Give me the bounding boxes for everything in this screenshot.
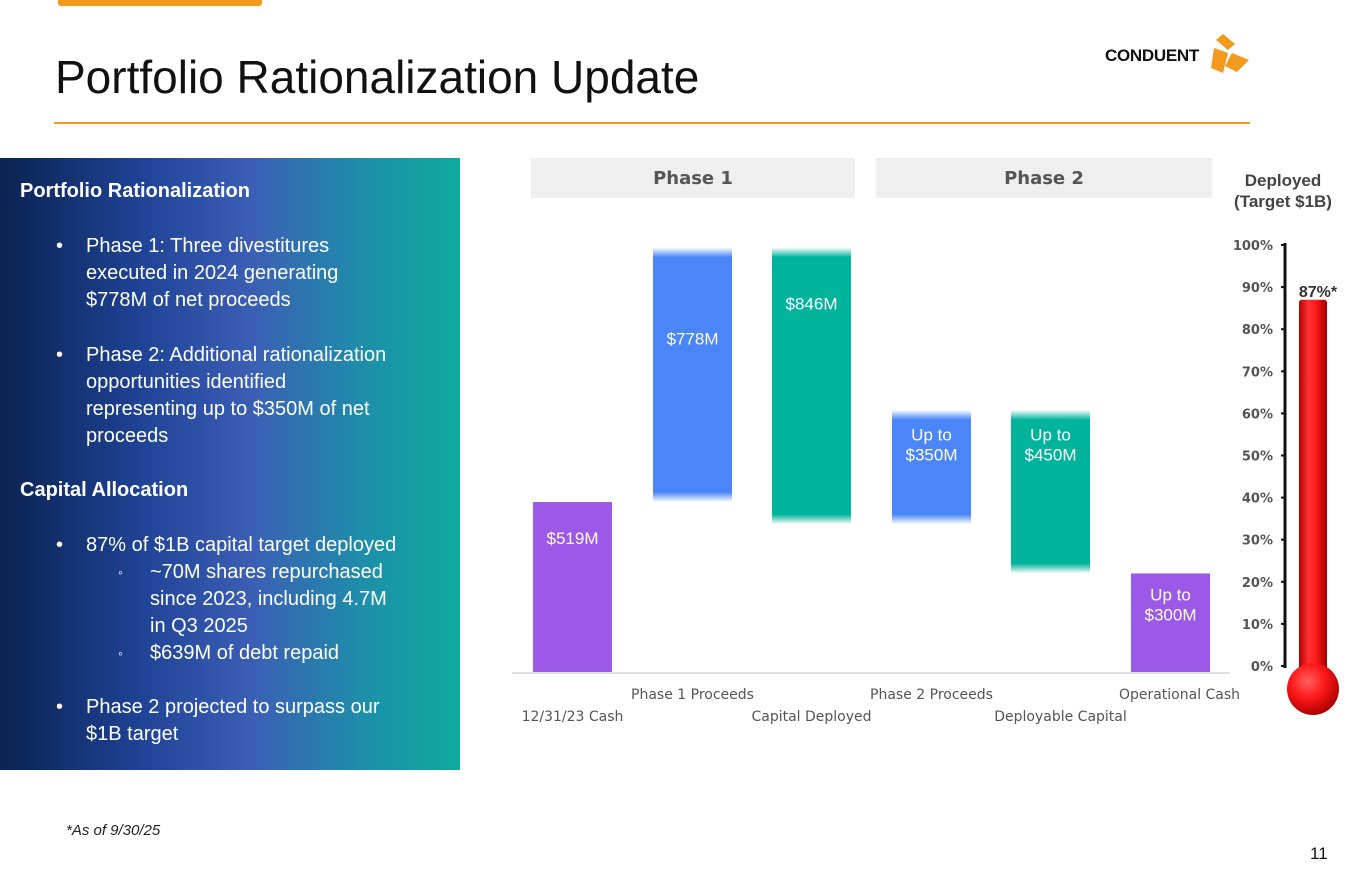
bar-value-label: $846M — [786, 294, 838, 313]
debt-line: $639M of debt repaid — [150, 642, 340, 664]
footnote: *As of 9/30/25 — [66, 822, 161, 839]
thermometer-tick-label: 70% — [1242, 365, 1273, 380]
conduent-logo: CONDUENT — [1105, 34, 1255, 76]
thermometer-tick-label: 100% — [1233, 239, 1273, 254]
category-label: Operational Cash — [1119, 687, 1240, 703]
phase2-line: proceeds — [86, 425, 169, 447]
sub-bullet-icon: ◦ — [118, 564, 123, 580]
top-accent-bar — [58, 0, 262, 6]
shares-line: ~70M shares repurchased — [150, 561, 383, 583]
bar-value-label: Up to $350M — [906, 426, 958, 465]
phase1-line: Phase 1: Three divestitures — [86, 235, 330, 257]
waterfall-bar — [1131, 573, 1210, 672]
phase1-line: executed in 2024 generating — [86, 262, 339, 284]
thermometer-bulb — [1287, 663, 1339, 715]
thermometer-tick-label: 0% — [1251, 660, 1273, 675]
target-line: $1B target — [86, 723, 179, 745]
phase1-line: $778M of net proceeds — [86, 289, 291, 311]
capital-heading: Capital Allocation — [20, 479, 189, 501]
thermometer-fill — [1299, 299, 1327, 690]
summary-panel: Portfolio Rationalization • Phase 1: Thr… — [0, 158, 460, 770]
thermometer-tick-label: 60% — [1242, 407, 1273, 422]
waterfall-bar — [653, 247, 732, 503]
thermometer-tick-label: 30% — [1242, 534, 1273, 549]
thermometer-title: Deployed (Target $1B) — [1234, 171, 1332, 211]
category-label: Phase 2 Proceeds — [870, 687, 993, 703]
shares-line: since 2023, including 4.7M — [150, 588, 387, 610]
logo-text: CONDUENT — [1105, 46, 1199, 65]
bar-value-label: Up to $450M — [1025, 426, 1077, 465]
title-divider — [54, 122, 1250, 124]
bullet-icon: • — [56, 344, 64, 366]
thermometer-tick-label: 20% — [1242, 576, 1273, 591]
bullet-icon: • — [56, 696, 64, 718]
page-number: 11 — [1310, 844, 1328, 863]
waterfall-bar — [1011, 409, 1090, 574]
waterfall-bar — [892, 409, 971, 525]
category-label: 12/31/23 Cash — [522, 709, 624, 725]
thermometer-tick-label: 40% — [1242, 492, 1273, 507]
bar-value-label: Up to $300M — [1145, 585, 1197, 624]
thermometer-value-label: 87%* — [1299, 284, 1338, 301]
phase-header-label: Phase 2 — [1004, 168, 1084, 189]
phase-header-label: Phase 1 — [653, 168, 733, 189]
bullet-icon: • — [56, 534, 64, 556]
thermometer-tick-label: 10% — [1242, 618, 1273, 633]
waterfall-bar — [772, 247, 851, 525]
phase-header-box — [531, 158, 855, 198]
target-line: Phase 2 projected to surpass our — [86, 696, 380, 718]
thermometer-tick-label: 80% — [1242, 323, 1273, 338]
capital-line: 87% of $1B capital target deployed — [86, 534, 397, 556]
bar-value-label: $778M — [667, 329, 719, 348]
category-label: Phase 1 Proceeds — [631, 687, 754, 703]
portfolio-heading: Portfolio Rationalization — [20, 180, 250, 202]
phase2-line: representing up to $350M of net — [86, 398, 370, 420]
bar-value-label: $519M — [547, 529, 599, 548]
category-label: Capital Deployed — [751, 709, 871, 725]
shares-line: in Q3 2025 — [150, 615, 248, 637]
category-label: Deployable Capital — [994, 709, 1127, 725]
logo-mark-icon — [1211, 34, 1249, 73]
phase2-line: opportunities identified — [86, 371, 287, 393]
waterfall-bar — [533, 502, 612, 672]
thermometer-tick-label: 90% — [1242, 281, 1273, 296]
thermometer-tick-label: 50% — [1242, 450, 1273, 465]
phase-header-box — [876, 158, 1212, 198]
slide-title: Portfolio Rationalization Update — [55, 51, 700, 103]
sub-bullet-icon: ◦ — [118, 645, 123, 661]
phase2-line: Phase 2: Additional rationalization — [86, 344, 387, 366]
bullet-icon: • — [56, 235, 64, 257]
